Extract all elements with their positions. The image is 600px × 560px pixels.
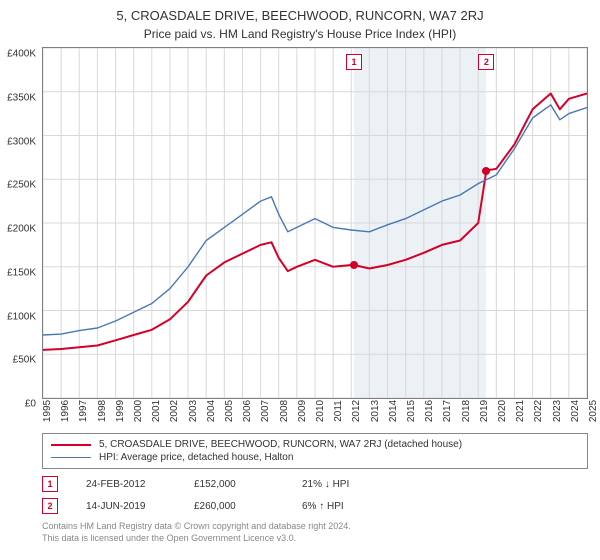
legend-label: 5, CROASDALE DRIVE, BEECHWOOD, RUNCORN, … <box>99 439 462 450</box>
x-tick-label: 2004 <box>206 400 217 422</box>
x-tick-label: 2016 <box>424 400 435 422</box>
x-tick-label: 2021 <box>515 400 526 422</box>
legend-label: HPI: Average price, detached house, Halt… <box>99 452 293 463</box>
x-tick-label: 2012 <box>351 400 362 422</box>
x-tick-label: 2005 <box>224 400 235 422</box>
sale-marker: 2 <box>478 54 494 70</box>
table-row: 1 24-FEB-2012 £152,000 21% ↓ HPI <box>42 473 588 495</box>
sale-marker: 1 <box>346 54 362 70</box>
x-tick-label: 2023 <box>552 400 563 422</box>
y-tick-label: £350K <box>7 92 36 103</box>
x-tick-label: 1997 <box>78 400 89 422</box>
x-tick-label: 1995 <box>42 400 53 422</box>
y-tick-label: £150K <box>7 267 36 278</box>
y-tick-label: £250K <box>7 180 36 191</box>
x-tick-label: 2006 <box>242 400 253 422</box>
trans-price: £260,000 <box>194 501 274 512</box>
x-tick-label: 1998 <box>97 400 108 422</box>
x-tick-label: 2007 <box>260 400 271 422</box>
trans-date: 24-FEB-2012 <box>86 479 166 490</box>
marker-icon: 2 <box>42 498 58 514</box>
x-tick-label: 1999 <box>115 400 126 422</box>
x-tick-label: 2002 <box>169 400 180 422</box>
trans-delta: 21% ↓ HPI <box>302 479 382 490</box>
y-tick-label: £0 <box>25 399 36 410</box>
legend: 5, CROASDALE DRIVE, BEECHWOOD, RUNCORN, … <box>42 433 588 469</box>
transactions-table: 1 24-FEB-2012 £152,000 21% ↓ HPI 2 14-JU… <box>42 473 588 517</box>
x-tick-label: 2017 <box>442 400 453 422</box>
x-tick-label: 2020 <box>497 400 508 422</box>
y-tick-label: £400K <box>7 49 36 60</box>
x-tick-label: 2014 <box>388 400 399 422</box>
y-axis-labels: £0£50K£100K£150K£200K£250K£300K£350K£400… <box>0 54 40 404</box>
trans-date: 14-JUN-2019 <box>86 501 166 512</box>
legend-swatch <box>51 457 91 458</box>
x-tick-label: 2000 <box>133 400 144 422</box>
chart-title: 5, CROASDALE DRIVE, BEECHWOOD, RUNCORN, … <box>0 0 600 23</box>
x-tick-label: 2011 <box>333 400 344 422</box>
x-tick-label: 2024 <box>570 400 581 422</box>
y-tick-label: £200K <box>7 224 36 235</box>
trans-price: £152,000 <box>194 479 274 490</box>
x-tick-label: 2019 <box>479 400 490 422</box>
x-axis-labels: 1995 1996 1997 1998 1999 2000 2001 2002 2003 2004… <box>42 399 588 431</box>
x-tick-label: 2003 <box>188 400 199 422</box>
y-tick-label: £300K <box>7 136 36 147</box>
x-tick-label: 2001 <box>151 400 162 422</box>
x-tick-label: 1996 <box>60 400 71 422</box>
marker-icon: 1 <box>42 476 58 492</box>
chart-subtitle: Price paid vs. HM Land Registry's House … <box>0 23 600 47</box>
sale-dot <box>482 167 490 175</box>
chart-plot-area: 12 <box>42 47 588 399</box>
x-tick-label: 2018 <box>461 400 472 422</box>
x-tick-label: 2008 <box>279 400 290 422</box>
legend-item: HPI: Average price, detached house, Halt… <box>51 451 579 464</box>
legend-item: 5, CROASDALE DRIVE, BEECHWOOD, RUNCORN, … <box>51 438 579 451</box>
trans-delta: 6% ↑ HPI <box>302 501 382 512</box>
x-tick-label: 2013 <box>370 400 381 422</box>
x-tick-label: 2015 <box>406 400 417 422</box>
footer-line: This data is licensed under the Open Gov… <box>42 533 588 545</box>
footer-line: Contains HM Land Registry data © Crown c… <box>42 521 588 533</box>
x-tick-label: 2022 <box>533 400 544 422</box>
y-tick-label: £50K <box>13 355 36 366</box>
table-row: 2 14-JUN-2019 £260,000 6% ↑ HPI <box>42 495 588 517</box>
footer-attribution: Contains HM Land Registry data © Crown c… <box>42 521 588 544</box>
x-tick-label: 2010 <box>315 400 326 422</box>
x-tick-label: 2009 <box>297 400 308 422</box>
legend-swatch <box>51 444 91 446</box>
y-tick-label: £100K <box>7 311 36 322</box>
sale-dot <box>350 261 358 269</box>
x-tick-label: 2025 <box>588 400 599 422</box>
